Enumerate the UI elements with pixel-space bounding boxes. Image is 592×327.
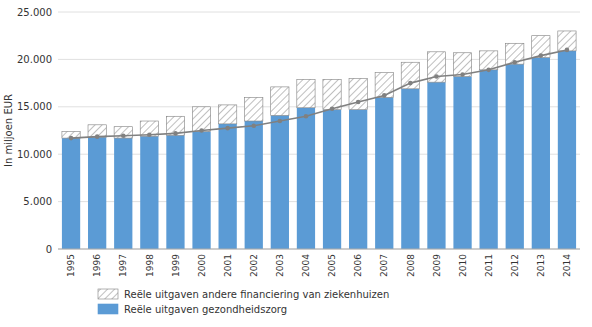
grid-line [58, 201, 580, 202]
legend: Reële uitgaven andere financiering van z… [98, 289, 389, 315]
bar-segment [219, 105, 237, 124]
bar-segment [427, 82, 445, 249]
x-tick-label: 2005 [327, 254, 337, 277]
x-tick-label: 2000 [197, 254, 207, 277]
trend-point [121, 133, 126, 138]
trend-point [434, 74, 439, 79]
trend-point [69, 136, 74, 141]
bar-segment [271, 87, 289, 115]
bar-segment [375, 73, 393, 98]
y-tick-label: 20.000 [17, 54, 52, 65]
bar-segment [480, 70, 498, 249]
x-tick-label: 2012 [510, 254, 520, 277]
grid-line [58, 106, 580, 107]
x-tick-label: 2013 [536, 254, 546, 277]
bar-segment [323, 79, 341, 109]
bar-segment [297, 79, 315, 107]
x-tick-label: 1998 [145, 254, 155, 277]
marks [62, 31, 576, 249]
grid-line [58, 59, 580, 60]
bar-segment [532, 58, 550, 249]
x-tick-label: 2009 [432, 254, 442, 277]
trend-point [225, 126, 230, 131]
y-tick-label: 5.000 [23, 196, 52, 207]
trend-point [278, 119, 283, 124]
bar-segment [245, 97, 263, 121]
y-tick-label: 0 [46, 244, 52, 255]
trend-point [356, 100, 361, 105]
x-tick-label: 2001 [223, 254, 233, 277]
bar-segment [375, 97, 393, 249]
legend-swatch [98, 289, 118, 299]
trend-point [565, 48, 570, 53]
bar-segment [245, 121, 263, 249]
trend-point [539, 53, 544, 58]
y-tick-label: 25.000 [17, 7, 52, 18]
bar-segment [114, 138, 132, 249]
x-tick-label: 2006 [353, 254, 363, 277]
bar-segment [192, 107, 210, 132]
trend-point [251, 123, 256, 128]
grid-line [58, 249, 580, 250]
bar-segment [453, 76, 471, 249]
trend-point [512, 60, 517, 65]
bar-segment [192, 131, 210, 249]
trend-point [460, 72, 465, 77]
x-tick-label: 2003 [275, 254, 285, 277]
legend-swatch [98, 304, 118, 314]
trend-point [408, 81, 413, 86]
bar-segment [401, 89, 419, 249]
y-axis-label: In miljoen EUR [3, 94, 14, 167]
trend-point [330, 106, 335, 111]
bar-segment [401, 62, 419, 89]
legend-label: Reële uitgaven andere financiering van z… [124, 289, 389, 300]
chart: 0 5.000 10.000 15.000 20.000 25.000 In miljoen… [0, 0, 592, 327]
y-tick-label: 15.000 [17, 101, 52, 112]
grid-line [58, 12, 580, 13]
bar-segment [140, 136, 158, 249]
bar-segment [88, 137, 106, 249]
trend-line [71, 50, 567, 138]
bar-segment [506, 64, 524, 249]
x-tick-label: 1996 [92, 254, 102, 277]
trend-point [304, 114, 309, 119]
trend-point [199, 128, 204, 133]
bar-segment [349, 110, 367, 249]
x-tick-label: 2007 [379, 254, 389, 277]
x-tick-label: 2011 [484, 254, 494, 277]
x-tick-label: 2010 [458, 254, 468, 277]
bar-segment [349, 78, 367, 109]
y-tick-label: 10.000 [17, 149, 52, 160]
bar-segment [271, 115, 289, 249]
bar-segment [219, 124, 237, 249]
bar-segment [323, 110, 341, 249]
x-axis-line [58, 249, 580, 250]
bar-segment [62, 138, 80, 249]
trend-point [486, 68, 491, 73]
x-tick-label: 1995 [66, 254, 76, 277]
trend-point [382, 93, 387, 98]
trend-point [95, 134, 100, 139]
grid [58, 12, 580, 249]
x-tick-label: 2014 [562, 254, 572, 277]
legend-label: Reële uitgaven gezondheidszorg [124, 304, 287, 315]
bar-segment [480, 51, 498, 70]
x-tick-label: 1999 [171, 254, 181, 277]
x-tick-label: 2004 [301, 254, 311, 277]
x-tick-label: 2002 [249, 254, 259, 277]
bar-segment [558, 51, 576, 249]
trend-point [147, 132, 152, 137]
bar-segment [166, 135, 184, 249]
trend-point [173, 131, 178, 136]
grid-line [58, 154, 580, 155]
bar-segment [297, 108, 315, 249]
x-tick-label: 1997 [118, 254, 128, 277]
x-tick-label: 2008 [406, 254, 416, 277]
